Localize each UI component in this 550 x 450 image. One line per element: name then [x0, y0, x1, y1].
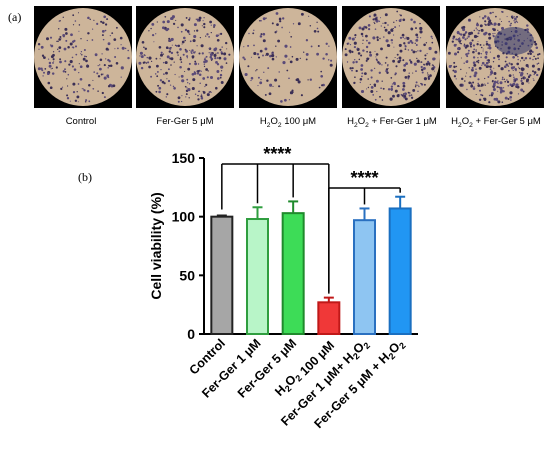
bar [388, 207, 412, 336]
micrograph-caption: H2O2 + Fer-Ger 1 μM [347, 116, 437, 129]
micrograph-caption: Fer-Ger 5 μM [156, 116, 214, 127]
micrograph-caption: H2O2 + Fer-Ger 5 μM [451, 116, 541, 129]
panel-b-label: (b) [78, 170, 92, 184]
micrograph-caption: H2O2 100 μM [259, 116, 317, 129]
significance-label: **** [263, 144, 291, 164]
bar [246, 218, 269, 335]
micrograph-row: Control Fer-Ger 5 μM H2O2 100 μM H2O2 + … [0, 0, 550, 140]
y-tick-label: 0 [187, 326, 195, 342]
bar [281, 212, 305, 335]
micrograph-h2o2-fer-ger-1 [342, 6, 440, 108]
micrograph-caption: Control [65, 116, 97, 127]
y-tick-label: 100 [172, 209, 196, 225]
y-tick-label: 150 [172, 150, 196, 166]
panel-a-label: (a) [8, 10, 22, 24]
micrograph-h2o2-fer-ger-5 [446, 6, 544, 108]
bar [210, 215, 234, 336]
bar [353, 219, 376, 335]
y-tick-label: 50 [179, 267, 195, 283]
y-axis-label: Cell viability (%) [148, 192, 164, 299]
micrograph-control [34, 6, 132, 108]
micrograph-fer-ger-5 [136, 6, 234, 108]
bar [317, 301, 341, 336]
micrograph-h2o2 [239, 6, 337, 108]
significance-label: **** [350, 168, 378, 188]
